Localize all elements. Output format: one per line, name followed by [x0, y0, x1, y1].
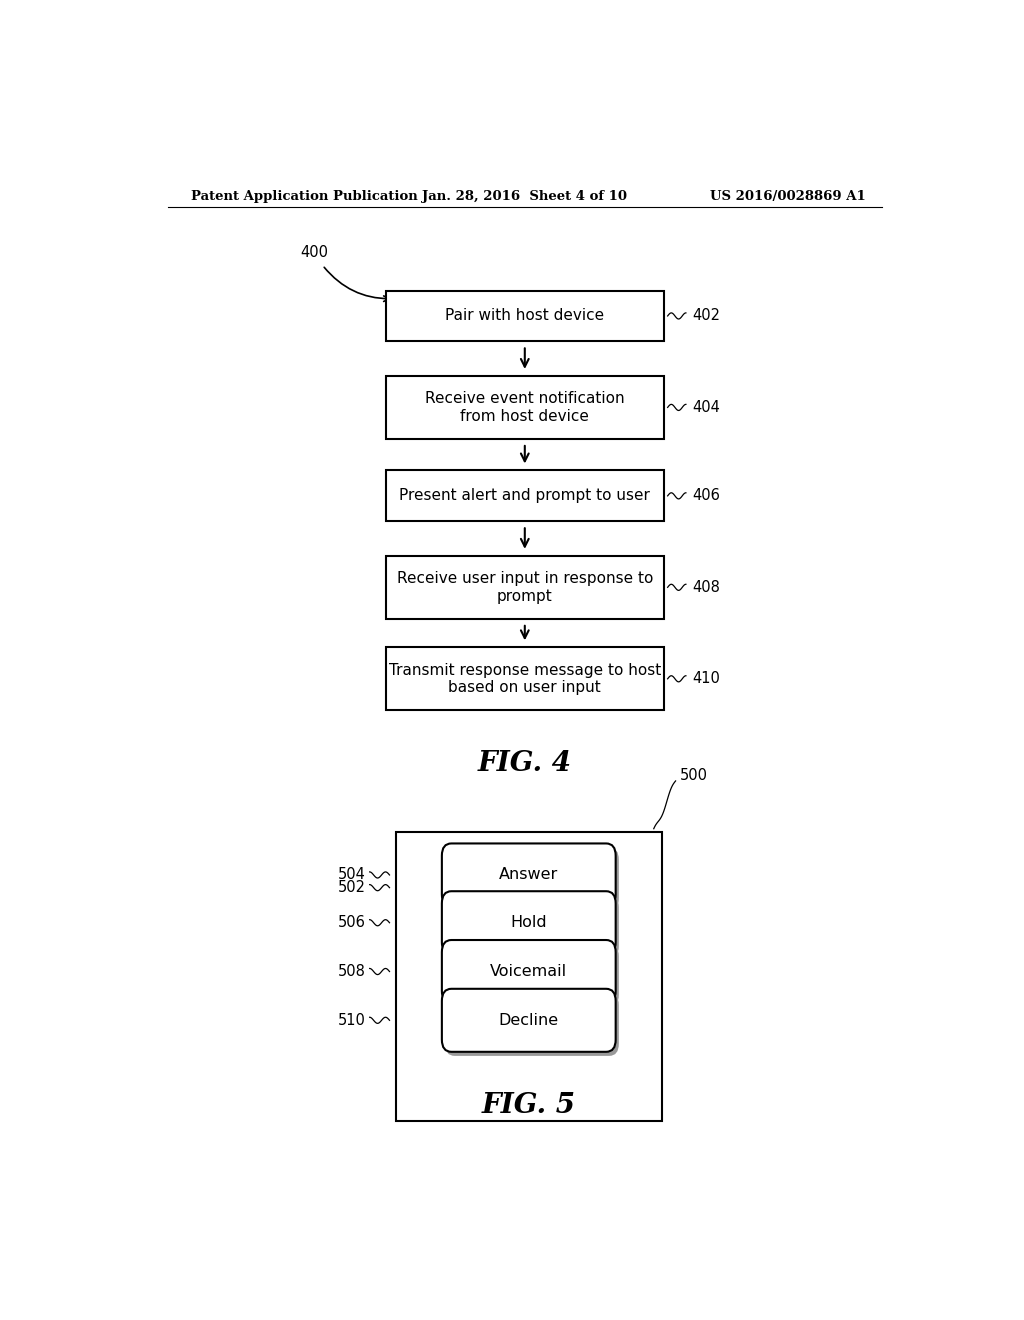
FancyBboxPatch shape: [442, 940, 615, 1003]
Text: 502: 502: [338, 880, 366, 895]
Bar: [386, 647, 664, 710]
FancyBboxPatch shape: [445, 895, 618, 958]
Text: 510: 510: [338, 1012, 366, 1028]
Text: 400: 400: [300, 246, 329, 260]
Text: 410: 410: [692, 672, 720, 686]
Bar: [396, 832, 662, 1122]
Text: US 2016/0028869 A1: US 2016/0028869 A1: [711, 190, 866, 202]
FancyBboxPatch shape: [445, 993, 618, 1056]
Text: Call from
Ann Nonymous: Call from Ann Nonymous: [468, 871, 590, 904]
Bar: [386, 290, 664, 342]
FancyBboxPatch shape: [445, 944, 618, 1007]
Bar: [386, 556, 664, 619]
Text: Voicemail: Voicemail: [490, 964, 567, 979]
Text: 406: 406: [692, 488, 720, 503]
Text: Hold: Hold: [510, 915, 547, 931]
Text: Pair with host device: Pair with host device: [445, 309, 604, 323]
Text: FIG. 4: FIG. 4: [478, 750, 571, 776]
Text: 408: 408: [692, 579, 720, 595]
Text: 508: 508: [338, 964, 366, 979]
Text: 404: 404: [692, 400, 720, 414]
Text: FIG. 5: FIG. 5: [481, 1092, 575, 1119]
Text: 506: 506: [338, 915, 366, 931]
Text: Present alert and prompt to user: Present alert and prompt to user: [399, 488, 650, 503]
Text: Patent Application Publication: Patent Application Publication: [191, 190, 418, 202]
Text: Answer: Answer: [499, 867, 558, 883]
Text: 504: 504: [338, 867, 366, 883]
FancyBboxPatch shape: [442, 989, 615, 1052]
Text: Jan. 28, 2016  Sheet 4 of 10: Jan. 28, 2016 Sheet 4 of 10: [422, 190, 628, 202]
Text: 402: 402: [692, 309, 720, 323]
FancyBboxPatch shape: [445, 847, 618, 911]
Text: Receive user input in response to
prompt: Receive user input in response to prompt: [396, 572, 653, 603]
FancyBboxPatch shape: [442, 891, 615, 954]
FancyBboxPatch shape: [442, 843, 615, 907]
Text: Receive event notification
from host device: Receive event notification from host dev…: [425, 391, 625, 424]
Bar: [386, 470, 664, 521]
Bar: [386, 376, 664, 440]
Text: Transmit response message to host
based on user input: Transmit response message to host based …: [389, 663, 660, 696]
Text: Decline: Decline: [499, 1012, 559, 1028]
Text: 500: 500: [680, 768, 708, 783]
